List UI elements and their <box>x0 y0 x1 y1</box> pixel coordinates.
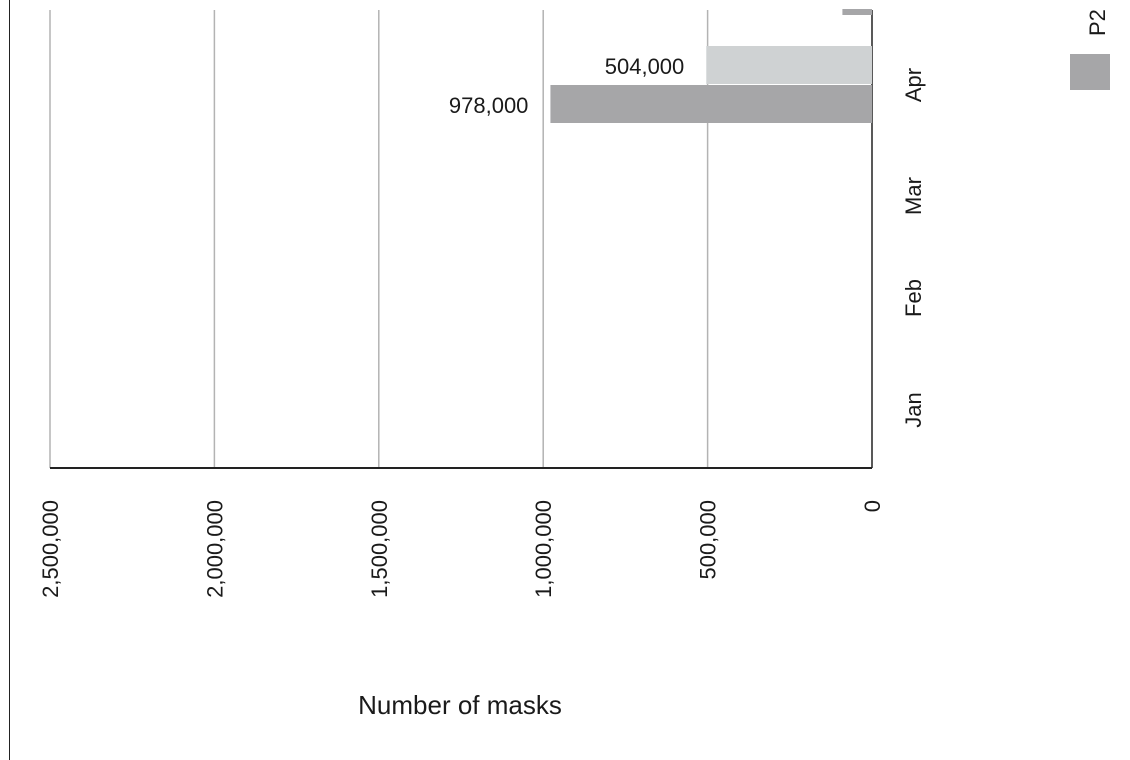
bar-cropped-top <box>842 9 872 15</box>
data-label-apr-series-2: 978,000 <box>449 93 529 118</box>
category-label-apr: Apr <box>901 68 926 102</box>
tick-label-0: 0 <box>860 500 885 512</box>
x-axis-title: Number of masks <box>358 690 562 720</box>
tick-label-500000: 500,000 <box>696 500 721 580</box>
tick-label-2000000: 2,000,000 <box>202 500 227 598</box>
legend-swatch-p2 <box>1070 54 1110 90</box>
gridlines <box>49 10 873 468</box>
data-label-apr-series-1: 504,000 <box>605 54 685 79</box>
category-label-jan: Jan <box>901 392 926 427</box>
category-label-feb: Feb <box>901 279 926 317</box>
bar-apr-series-2 <box>550 85 872 123</box>
tick-label-1500000: 1,500,000 <box>367 500 392 598</box>
tick-label-1000000: 1,000,000 <box>531 500 556 598</box>
tick-label-2500000: 2,500,000 <box>38 500 63 598</box>
bar-apr-series-1 <box>706 46 872 84</box>
category-label-mar: Mar <box>901 177 926 215</box>
legend: P2 <box>1070 9 1110 90</box>
page-left-border <box>9 0 10 760</box>
legend-label-p2: P2 <box>1085 9 1110 36</box>
